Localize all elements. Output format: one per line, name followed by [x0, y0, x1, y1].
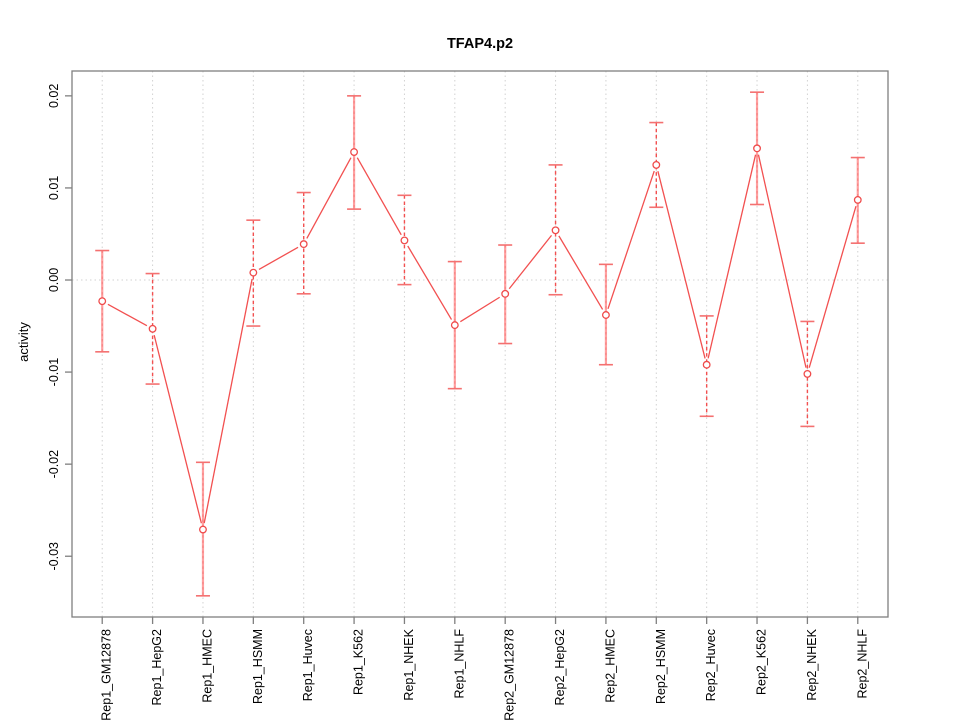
- gridlines: [72, 71, 888, 617]
- data-point-Rep2_HepG2: [551, 226, 560, 235]
- x-tick-label: Rep2_NHEK: [805, 628, 819, 700]
- series-line-segment: [607, 170, 655, 310]
- series-line-segment: [459, 296, 501, 323]
- series-line-segment: [508, 234, 553, 290]
- x-tick-label: Rep1_NHLF: [452, 629, 466, 699]
- series-line-segment: [657, 171, 706, 359]
- data-point-Rep1_K562: [350, 148, 359, 156]
- data-point-Rep1_NHLF: [450, 321, 459, 330]
- x-tick-label: Rep1_NHEK: [402, 628, 416, 700]
- chart-title: TFAP4.p2: [447, 36, 513, 52]
- y-tick-label: 0.02: [47, 84, 61, 108]
- y-tick-label: -0.01: [47, 358, 61, 387]
- error-bar-Rep2_HSMM: [649, 121, 664, 209]
- series-line-segment: [558, 235, 604, 310]
- x-tick-label: Rep2_HMEC: [603, 629, 617, 703]
- x-tick-label: Rep1_HepG2: [150, 629, 164, 705]
- series-line-segment: [107, 303, 148, 327]
- x-tick-label: Rep2_GM12878: [503, 629, 517, 720]
- data-point-Rep2_HSMM: [652, 160, 661, 169]
- series-line-segment: [356, 157, 402, 236]
- y-tick-label: -0.02: [47, 450, 61, 479]
- x-tick-label: Rep1_K562: [352, 629, 366, 695]
- x-tick-label: Rep2_Huvec: [704, 629, 718, 701]
- series-line-segment: [707, 154, 757, 359]
- y-axis-label: activity: [16, 322, 31, 362]
- plot-box: [71, 70, 889, 618]
- y-tick-label: -0.03: [47, 542, 61, 571]
- series-line-segment: [757, 154, 807, 368]
- x-tick-label: Rep2_HSMM: [654, 629, 668, 704]
- data-point-Rep1_NHEK: [400, 236, 409, 245]
- x-tick-label: Rep2_K562: [755, 629, 769, 695]
- x-tick-label: Rep2_HepG2: [553, 629, 567, 705]
- data-point-Rep2_HMEC: [601, 311, 610, 319]
- series-line-segment: [407, 245, 453, 320]
- data-point-Rep2_K562: [753, 144, 761, 153]
- data-point-Rep2_NHEK: [803, 369, 812, 378]
- series-line-segment: [258, 246, 299, 271]
- series-line-segment: [203, 278, 253, 524]
- x-tick-label: Rep1_Huvec: [301, 629, 315, 701]
- data-point-Rep1_Huvec: [299, 240, 308, 249]
- series-line-segment: [306, 157, 352, 239]
- series-line-segment: [808, 205, 857, 368]
- y-tick-label: 0.00: [47, 268, 61, 292]
- data-point-Rep1_HSMM: [249, 268, 258, 277]
- axes: 0.02 0.01 0.00 -0.01 -0.02 -0.03 Rep1_GM12878 R…: [47, 70, 889, 720]
- y-tick-label: 0.01: [47, 176, 61, 200]
- data-point-Rep1_HepG2: [148, 324, 157, 333]
- data-point-Rep1_GM12878: [98, 297, 107, 306]
- x-tick-label: Rep2_NHLF: [855, 629, 869, 699]
- data-series: [95, 91, 865, 597]
- data-point-Rep2_GM12878: [501, 289, 510, 298]
- data-point-Rep2_Huvec: [702, 360, 711, 369]
- data-point-Rep1_HMEC: [199, 525, 207, 534]
- data-point-Rep2_NHLF: [853, 195, 862, 204]
- series-line-segment: [153, 334, 203, 524]
- x-tick-label: Rep1_HSMM: [251, 629, 265, 704]
- x-tick-label: Rep1_HMEC: [200, 629, 214, 703]
- x-tick-label: Rep1_GM12878: [100, 629, 114, 720]
- error-bar-Rep1_HepG2: [145, 272, 160, 385]
